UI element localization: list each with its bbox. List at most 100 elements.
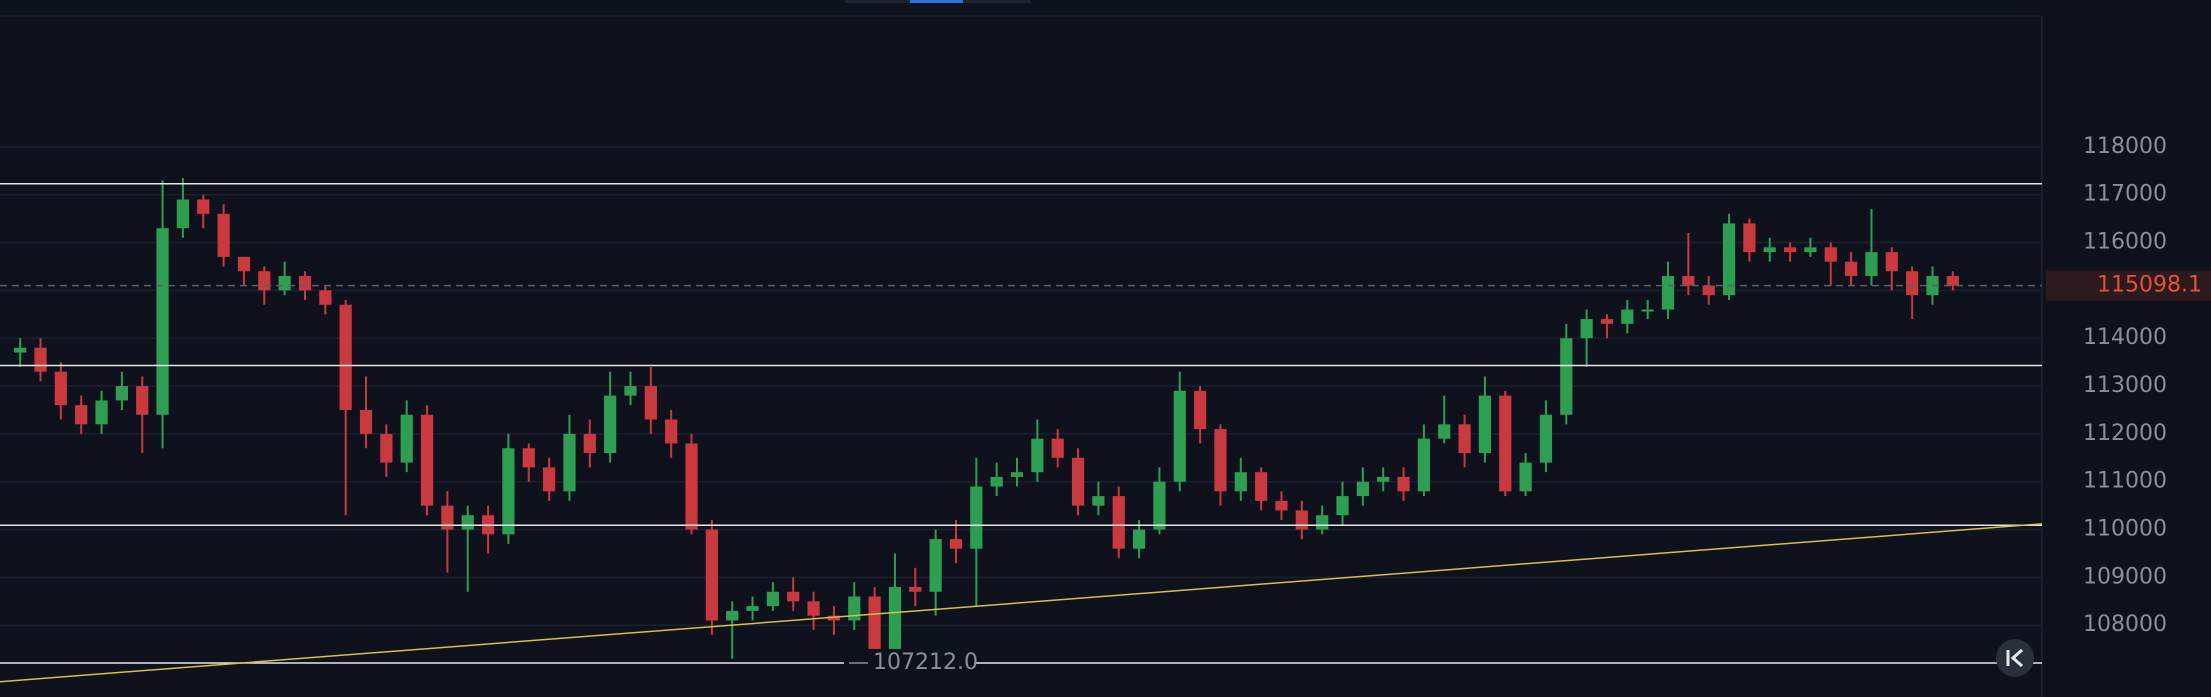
candle-body: [461, 515, 474, 530]
candle-body: [75, 405, 88, 425]
y-tick-label: 118000: [2083, 134, 2167, 159]
candle-body: [359, 409, 373, 434]
candle-body: [1010, 472, 1024, 477]
candle-body: [136, 386, 149, 415]
candle-body: [1560, 338, 1573, 415]
candle-body: [583, 433, 596, 454]
y-tick-label: 116000: [2083, 230, 2167, 255]
candle-body: [1885, 252, 1898, 272]
candle-body: [1824, 247, 1837, 262]
candle-body: [685, 443, 698, 530]
candle-body: [1336, 496, 1349, 516]
candle-body: [1661, 276, 1675, 310]
candle-body: [1438, 424, 1451, 439]
candle-body: [787, 591, 800, 602]
candle-body: [563, 433, 576, 492]
candle-body: [1417, 438, 1430, 492]
candle-body: [1743, 223, 1756, 253]
candle-body: [766, 591, 779, 607]
candle-body: [1234, 472, 1247, 492]
candle-body: [1580, 319, 1593, 339]
candle-body: [420, 414, 434, 506]
candle-body: [115, 386, 128, 401]
candle-body: [1722, 223, 1736, 296]
trend-line: [0, 523, 2043, 683]
overlay-layer: 115098.1 107212.0: [0, 182, 2211, 683]
candle-body: [827, 615, 841, 621]
candle-body: [1397, 476, 1410, 492]
candle-body: [1071, 457, 1085, 506]
candle-body: [543, 467, 556, 492]
candle-body: [1702, 285, 1715, 296]
grid-layer: 108000 109000 110000 111000 112000 113000 1140…: [0, 134, 2167, 637]
candle-body: [441, 505, 454, 530]
button-icon[interactable]: [2006, 648, 2023, 668]
candle-body: [1845, 261, 1858, 277]
candle-body: [278, 276, 291, 291]
candle-body: [1641, 309, 1654, 312]
candle-body: [319, 290, 332, 305]
candle-body: [1153, 481, 1166, 530]
candle-body: [400, 414, 413, 463]
candle-body: [258, 271, 271, 291]
y-tick-label: 111000: [2083, 469, 2167, 494]
candle-body: [1600, 319, 1614, 324]
candle-body: [990, 476, 1003, 487]
candle-body: [1478, 395, 1492, 454]
last-price-label: 115098.1: [2097, 273, 2202, 298]
candle-body: [949, 539, 963, 549]
candle-body: [624, 386, 637, 396]
candle-body: [1783, 247, 1797, 253]
candle-body: [868, 596, 881, 650]
candle-body: [1356, 481, 1369, 497]
candle-body: [909, 586, 922, 592]
candle-body: [1499, 395, 1512, 492]
candle-body: [217, 213, 230, 257]
candle-body: [14, 347, 27, 353]
candle-body: [95, 400, 108, 425]
candle-body: [34, 347, 47, 372]
candle-body: [1132, 529, 1146, 549]
candle-body: [197, 199, 210, 214]
y-tick-label: 108000: [2083, 612, 2167, 637]
annotation-label: 107212.0: [873, 650, 978, 675]
candle-body: [888, 586, 902, 650]
scroll-button[interactable]: [1996, 639, 2034, 677]
candle-body: [746, 606, 759, 611]
candle-body: [705, 529, 718, 621]
candle-body: [1377, 476, 1390, 482]
candle-body: [1194, 390, 1207, 430]
candle-body: [380, 433, 393, 463]
candle-body: [1621, 309, 1634, 324]
candle-body: [1682, 276, 1695, 286]
candle-body: [1031, 438, 1044, 473]
candle-body: [604, 395, 617, 454]
candle-body: [1946, 276, 1959, 286]
candle-body: [1316, 515, 1329, 530]
candle-body: [970, 486, 983, 549]
candle-body: [1519, 462, 1532, 492]
last-price-box: [2046, 270, 2211, 301]
candle-body: [176, 199, 190, 229]
tab-indicator: [910, 0, 963, 3]
candle-body: [339, 304, 352, 410]
y-tick-label: 109000: [2083, 564, 2167, 589]
candle-body: [156, 228, 169, 415]
y-tick-label: 114000: [2083, 325, 2167, 350]
candle-body: [1214, 429, 1227, 492]
y-tick-label: 117000: [2083, 182, 2167, 207]
candle-body: [665, 419, 678, 444]
candle-body: [1906, 271, 1919, 296]
candle-body: [1275, 500, 1288, 511]
candle-body: [1804, 247, 1817, 253]
candle-body: [1173, 390, 1186, 482]
candle-body: [298, 276, 312, 291]
candle-body: [1051, 438, 1064, 458]
candle-body: [1112, 496, 1125, 549]
candle-body: [848, 596, 861, 621]
candle-body: [237, 256, 251, 272]
candle-body: [929, 539, 942, 592]
candle-body: [726, 610, 739, 621]
